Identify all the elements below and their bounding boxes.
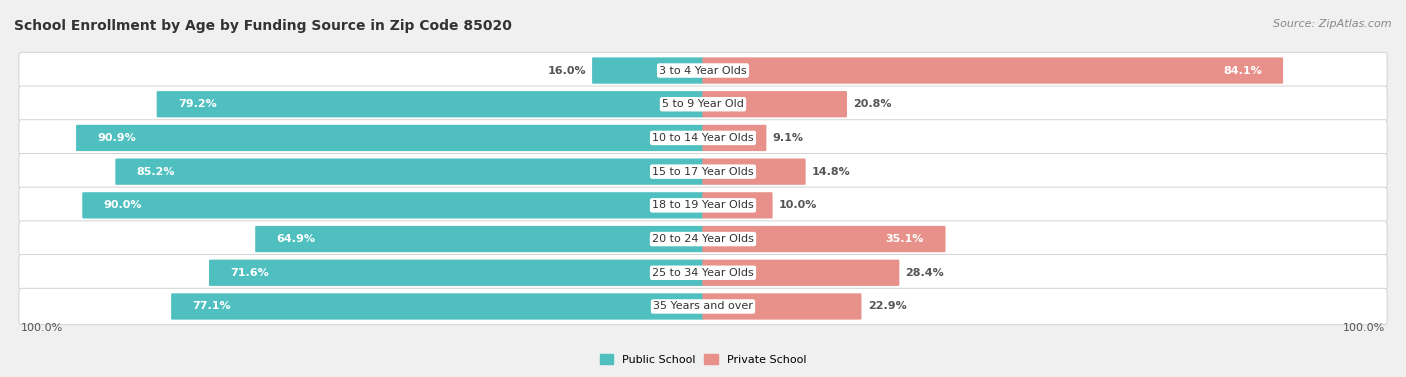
Text: 5 to 9 Year Old: 5 to 9 Year Old [662,99,744,109]
FancyBboxPatch shape [18,187,1388,224]
Text: 100.0%: 100.0% [21,323,63,333]
Text: 3 to 4 Year Olds: 3 to 4 Year Olds [659,66,747,75]
FancyBboxPatch shape [76,125,703,151]
FancyBboxPatch shape [18,153,1388,190]
FancyBboxPatch shape [18,221,1388,257]
FancyBboxPatch shape [256,226,703,252]
FancyBboxPatch shape [703,125,766,151]
FancyBboxPatch shape [703,91,846,117]
Legend: Public School, Private School: Public School, Private School [595,350,811,369]
FancyBboxPatch shape [18,86,1388,123]
Text: 10.0%: 10.0% [779,200,817,210]
Text: 14.8%: 14.8% [811,167,851,177]
FancyBboxPatch shape [703,260,900,286]
FancyBboxPatch shape [156,91,703,117]
Text: 20 to 24 Year Olds: 20 to 24 Year Olds [652,234,754,244]
FancyBboxPatch shape [83,192,703,219]
Text: 10 to 14 Year Olds: 10 to 14 Year Olds [652,133,754,143]
Text: 20.8%: 20.8% [853,99,891,109]
Text: 35 Years and over: 35 Years and over [652,302,754,311]
Text: 22.9%: 22.9% [868,302,907,311]
FancyBboxPatch shape [592,57,703,84]
FancyBboxPatch shape [703,293,862,320]
Text: 84.1%: 84.1% [1223,66,1261,75]
FancyBboxPatch shape [172,293,703,320]
Text: 90.9%: 90.9% [97,133,136,143]
Text: 28.4%: 28.4% [905,268,945,278]
FancyBboxPatch shape [703,158,806,185]
FancyBboxPatch shape [209,260,703,286]
FancyBboxPatch shape [18,52,1388,89]
FancyBboxPatch shape [703,57,1284,84]
Text: 77.1%: 77.1% [193,302,231,311]
FancyBboxPatch shape [18,120,1388,156]
Text: 18 to 19 Year Olds: 18 to 19 Year Olds [652,200,754,210]
FancyBboxPatch shape [703,226,945,252]
Text: 9.1%: 9.1% [772,133,804,143]
Text: 35.1%: 35.1% [886,234,924,244]
Text: 100.0%: 100.0% [1343,323,1385,333]
Text: 64.9%: 64.9% [277,234,315,244]
Text: 25 to 34 Year Olds: 25 to 34 Year Olds [652,268,754,278]
Text: 71.6%: 71.6% [231,268,269,278]
Text: School Enrollment by Age by Funding Source in Zip Code 85020: School Enrollment by Age by Funding Sour… [14,19,512,33]
Text: Source: ZipAtlas.com: Source: ZipAtlas.com [1274,19,1392,29]
Text: 79.2%: 79.2% [179,99,217,109]
Text: 16.0%: 16.0% [547,66,586,75]
FancyBboxPatch shape [18,288,1388,325]
FancyBboxPatch shape [18,254,1388,291]
FancyBboxPatch shape [703,192,772,219]
Text: 90.0%: 90.0% [104,200,142,210]
Text: 85.2%: 85.2% [136,167,176,177]
FancyBboxPatch shape [115,158,703,185]
Text: 15 to 17 Year Olds: 15 to 17 Year Olds [652,167,754,177]
